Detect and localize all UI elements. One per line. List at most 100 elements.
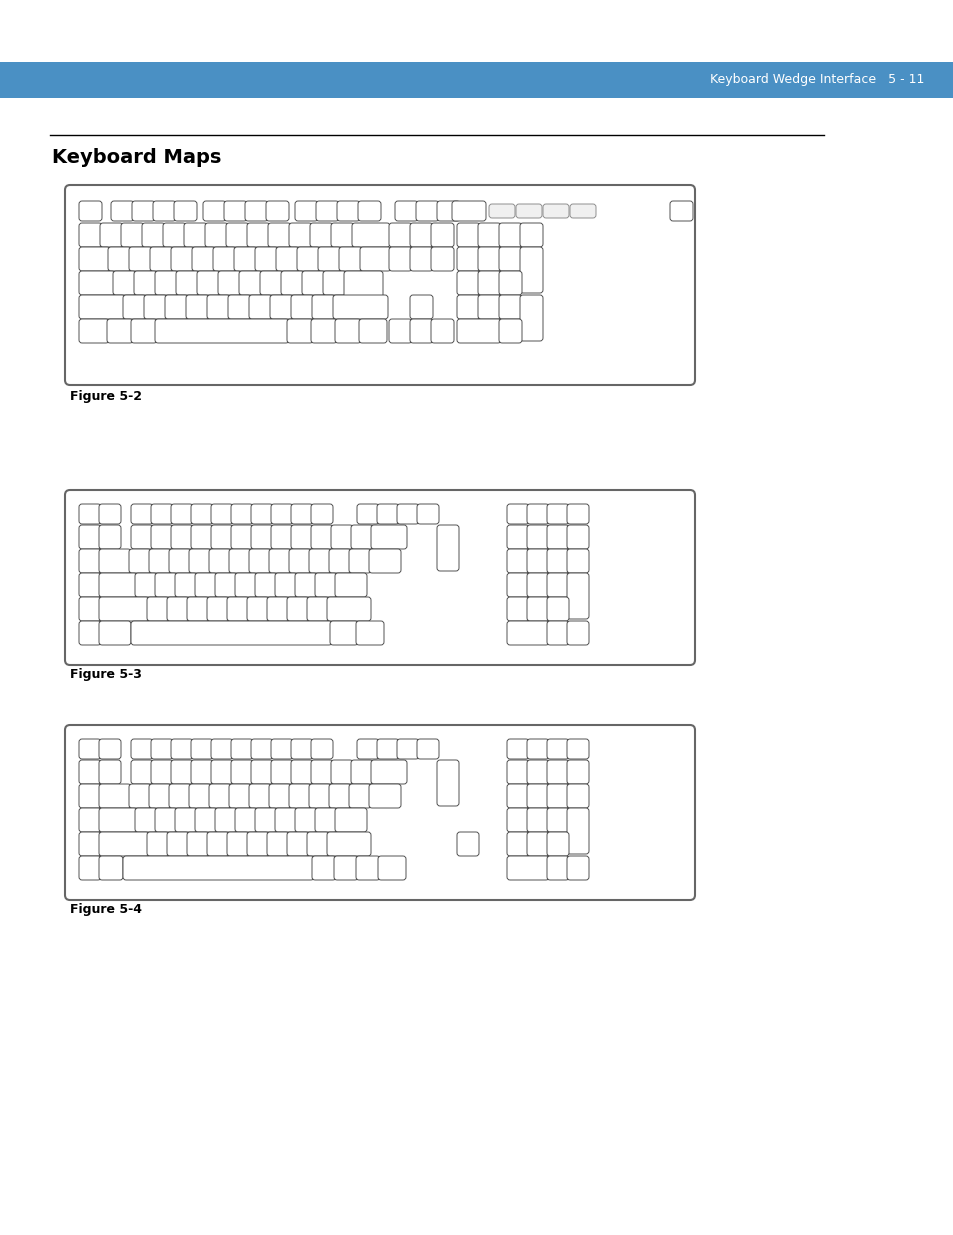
FancyBboxPatch shape <box>191 504 213 524</box>
FancyBboxPatch shape <box>79 808 101 832</box>
FancyBboxPatch shape <box>251 739 273 760</box>
FancyBboxPatch shape <box>456 832 478 856</box>
FancyBboxPatch shape <box>311 739 333 760</box>
FancyBboxPatch shape <box>377 856 406 881</box>
FancyBboxPatch shape <box>167 832 189 856</box>
FancyBboxPatch shape <box>526 504 548 524</box>
FancyBboxPatch shape <box>151 739 172 760</box>
FancyBboxPatch shape <box>369 550 400 573</box>
FancyBboxPatch shape <box>314 573 336 597</box>
FancyBboxPatch shape <box>65 725 695 900</box>
FancyBboxPatch shape <box>506 621 548 645</box>
FancyBboxPatch shape <box>311 319 336 343</box>
Text: Keyboard Maps: Keyboard Maps <box>52 148 221 167</box>
FancyBboxPatch shape <box>331 525 353 550</box>
FancyBboxPatch shape <box>516 204 541 219</box>
FancyBboxPatch shape <box>498 270 521 295</box>
FancyBboxPatch shape <box>269 784 291 808</box>
FancyBboxPatch shape <box>566 525 588 550</box>
FancyBboxPatch shape <box>209 550 231 573</box>
FancyBboxPatch shape <box>184 224 207 247</box>
FancyBboxPatch shape <box>436 760 458 806</box>
FancyBboxPatch shape <box>99 856 123 881</box>
FancyBboxPatch shape <box>163 224 186 247</box>
FancyBboxPatch shape <box>79 504 101 524</box>
FancyBboxPatch shape <box>194 573 216 597</box>
FancyBboxPatch shape <box>79 739 101 760</box>
FancyBboxPatch shape <box>307 597 329 621</box>
FancyBboxPatch shape <box>569 204 596 219</box>
FancyBboxPatch shape <box>456 270 479 295</box>
FancyBboxPatch shape <box>294 201 317 221</box>
FancyBboxPatch shape <box>154 270 178 295</box>
FancyBboxPatch shape <box>312 295 335 319</box>
FancyBboxPatch shape <box>99 525 121 550</box>
FancyBboxPatch shape <box>526 808 548 832</box>
FancyBboxPatch shape <box>376 504 398 524</box>
FancyBboxPatch shape <box>79 247 110 270</box>
FancyBboxPatch shape <box>135 808 157 832</box>
FancyBboxPatch shape <box>226 224 249 247</box>
FancyBboxPatch shape <box>231 525 253 550</box>
FancyBboxPatch shape <box>275 247 298 270</box>
FancyBboxPatch shape <box>99 621 131 645</box>
FancyBboxPatch shape <box>107 319 132 343</box>
FancyBboxPatch shape <box>112 270 136 295</box>
FancyBboxPatch shape <box>291 504 313 524</box>
FancyBboxPatch shape <box>506 525 529 550</box>
FancyBboxPatch shape <box>452 201 485 221</box>
FancyBboxPatch shape <box>519 224 542 247</box>
FancyBboxPatch shape <box>349 550 371 573</box>
FancyBboxPatch shape <box>218 270 241 295</box>
FancyBboxPatch shape <box>333 295 388 319</box>
FancyBboxPatch shape <box>151 525 172 550</box>
FancyBboxPatch shape <box>349 784 371 808</box>
FancyBboxPatch shape <box>331 760 353 784</box>
FancyBboxPatch shape <box>358 319 387 343</box>
FancyBboxPatch shape <box>79 319 109 343</box>
FancyBboxPatch shape <box>132 201 154 221</box>
FancyBboxPatch shape <box>526 573 548 597</box>
FancyBboxPatch shape <box>251 760 273 784</box>
FancyBboxPatch shape <box>302 270 325 295</box>
FancyBboxPatch shape <box>331 224 354 247</box>
FancyBboxPatch shape <box>99 784 131 808</box>
FancyBboxPatch shape <box>311 525 333 550</box>
FancyBboxPatch shape <box>359 247 391 270</box>
FancyBboxPatch shape <box>287 832 309 856</box>
FancyBboxPatch shape <box>154 319 289 343</box>
FancyBboxPatch shape <box>213 247 235 270</box>
FancyBboxPatch shape <box>211 504 233 524</box>
FancyBboxPatch shape <box>456 319 500 343</box>
FancyBboxPatch shape <box>154 808 177 832</box>
FancyBboxPatch shape <box>542 204 568 219</box>
FancyBboxPatch shape <box>352 224 390 247</box>
FancyBboxPatch shape <box>335 573 367 597</box>
FancyBboxPatch shape <box>214 573 236 597</box>
FancyBboxPatch shape <box>271 739 293 760</box>
FancyBboxPatch shape <box>268 224 291 247</box>
FancyBboxPatch shape <box>131 760 152 784</box>
FancyBboxPatch shape <box>291 295 314 319</box>
FancyBboxPatch shape <box>355 856 379 881</box>
FancyBboxPatch shape <box>131 319 157 343</box>
FancyBboxPatch shape <box>165 295 188 319</box>
FancyBboxPatch shape <box>99 573 137 597</box>
FancyBboxPatch shape <box>135 573 157 597</box>
FancyBboxPatch shape <box>566 760 588 784</box>
FancyBboxPatch shape <box>150 247 172 270</box>
FancyBboxPatch shape <box>187 832 209 856</box>
FancyBboxPatch shape <box>456 224 479 247</box>
FancyBboxPatch shape <box>287 597 309 621</box>
FancyBboxPatch shape <box>356 504 378 524</box>
FancyBboxPatch shape <box>99 808 137 832</box>
FancyBboxPatch shape <box>436 201 459 221</box>
FancyBboxPatch shape <box>307 832 329 856</box>
FancyBboxPatch shape <box>271 504 293 524</box>
FancyBboxPatch shape <box>211 760 233 784</box>
FancyBboxPatch shape <box>79 597 101 621</box>
FancyBboxPatch shape <box>566 808 588 853</box>
FancyBboxPatch shape <box>121 224 144 247</box>
FancyBboxPatch shape <box>99 760 121 784</box>
FancyBboxPatch shape <box>169 550 191 573</box>
